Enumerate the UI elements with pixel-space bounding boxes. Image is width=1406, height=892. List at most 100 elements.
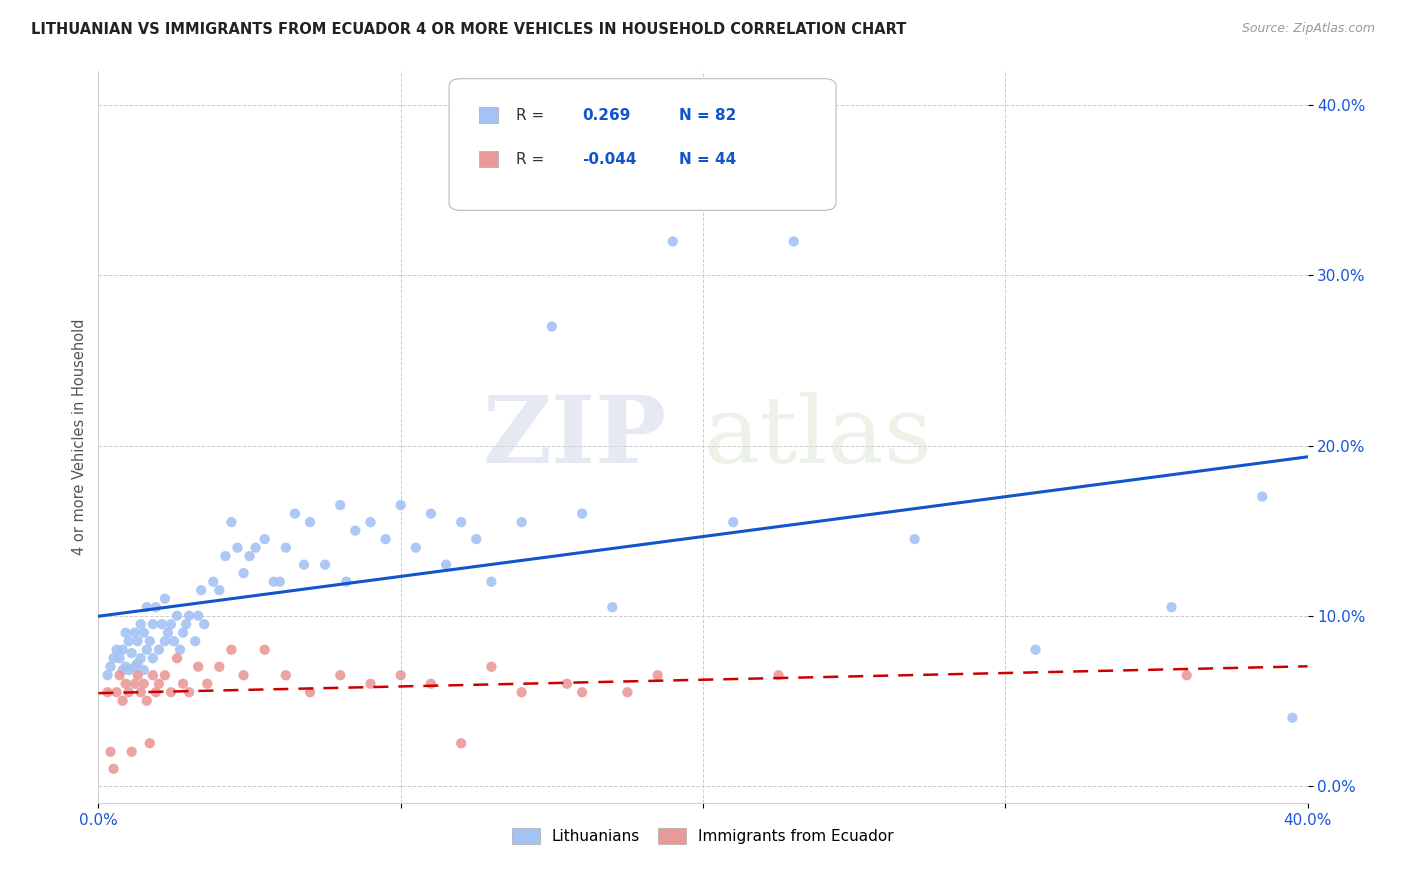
Point	[274, 668, 297, 682]
Point	[148, 642, 170, 657]
Point	[292, 558, 315, 572]
Point	[208, 659, 231, 673]
Point	[114, 659, 136, 673]
Point	[105, 642, 128, 657]
Point	[118, 634, 141, 648]
Text: N = 82: N = 82	[679, 108, 737, 123]
Point	[647, 668, 669, 682]
Point	[360, 515, 382, 529]
Point	[571, 685, 593, 699]
Point	[245, 541, 267, 555]
Point	[274, 541, 297, 555]
Point	[221, 642, 243, 657]
Point	[118, 663, 141, 677]
Point	[129, 685, 152, 699]
Text: R =: R =	[516, 152, 544, 167]
Point	[226, 541, 249, 555]
Point	[405, 541, 427, 555]
Point	[450, 515, 472, 529]
Point	[616, 685, 638, 699]
Point	[510, 685, 533, 699]
Point	[420, 677, 443, 691]
Point	[1024, 642, 1046, 657]
Point	[166, 608, 188, 623]
Point	[132, 677, 155, 691]
Point	[195, 677, 218, 691]
Point	[103, 651, 125, 665]
Point	[187, 608, 209, 623]
Point	[263, 574, 285, 589]
Point	[111, 642, 134, 657]
Text: -0.044: -0.044	[582, 152, 637, 167]
Point	[124, 677, 146, 691]
Point	[150, 617, 173, 632]
Point	[768, 668, 790, 682]
Point	[214, 549, 236, 563]
Point	[179, 685, 201, 699]
Point	[299, 515, 322, 529]
Point	[142, 668, 165, 682]
Point	[108, 651, 131, 665]
Point	[142, 617, 165, 632]
Point	[114, 625, 136, 640]
Text: N = 44: N = 44	[679, 152, 737, 167]
Point	[96, 668, 118, 682]
Point	[374, 532, 396, 546]
Point	[127, 668, 149, 682]
Point	[118, 685, 141, 699]
Point	[156, 625, 179, 640]
Point	[163, 634, 186, 648]
Point	[172, 625, 194, 640]
Point	[434, 558, 457, 572]
Point	[135, 694, 157, 708]
Point	[132, 625, 155, 640]
Text: atlas: atlas	[703, 392, 932, 482]
Point	[132, 663, 155, 677]
Point	[284, 507, 307, 521]
Point	[335, 574, 357, 589]
Point	[540, 319, 562, 334]
Point	[465, 532, 488, 546]
Point	[1251, 490, 1274, 504]
Point	[174, 617, 197, 632]
Point	[160, 685, 183, 699]
Point	[269, 574, 291, 589]
Point	[124, 625, 146, 640]
Point	[153, 591, 176, 606]
Point	[135, 600, 157, 615]
Point	[783, 235, 806, 249]
Text: Source: ZipAtlas.com: Source: ZipAtlas.com	[1241, 22, 1375, 36]
Point	[96, 685, 118, 699]
Point	[135, 642, 157, 657]
Point	[232, 566, 254, 581]
Point	[723, 515, 745, 529]
Point	[105, 685, 128, 699]
Point	[208, 583, 231, 598]
Point	[329, 498, 352, 512]
Point	[602, 600, 624, 615]
Point	[510, 515, 533, 529]
Point	[239, 549, 262, 563]
Point	[193, 617, 215, 632]
Point	[124, 659, 146, 673]
Point	[184, 634, 207, 648]
Point	[481, 659, 503, 673]
Point	[114, 677, 136, 691]
Point	[360, 677, 382, 691]
Point	[661, 235, 683, 249]
Point	[142, 651, 165, 665]
Point	[299, 685, 322, 699]
Point	[190, 583, 212, 598]
Point	[127, 634, 149, 648]
Point	[571, 507, 593, 521]
Point	[111, 694, 134, 708]
Point	[129, 651, 152, 665]
Point	[145, 685, 167, 699]
Point	[555, 677, 578, 691]
Point	[179, 608, 201, 623]
Point	[103, 762, 125, 776]
Point	[166, 651, 188, 665]
Y-axis label: 4 or more Vehicles in Household: 4 or more Vehicles in Household	[72, 318, 87, 556]
Point	[1175, 668, 1198, 682]
Point	[202, 574, 225, 589]
